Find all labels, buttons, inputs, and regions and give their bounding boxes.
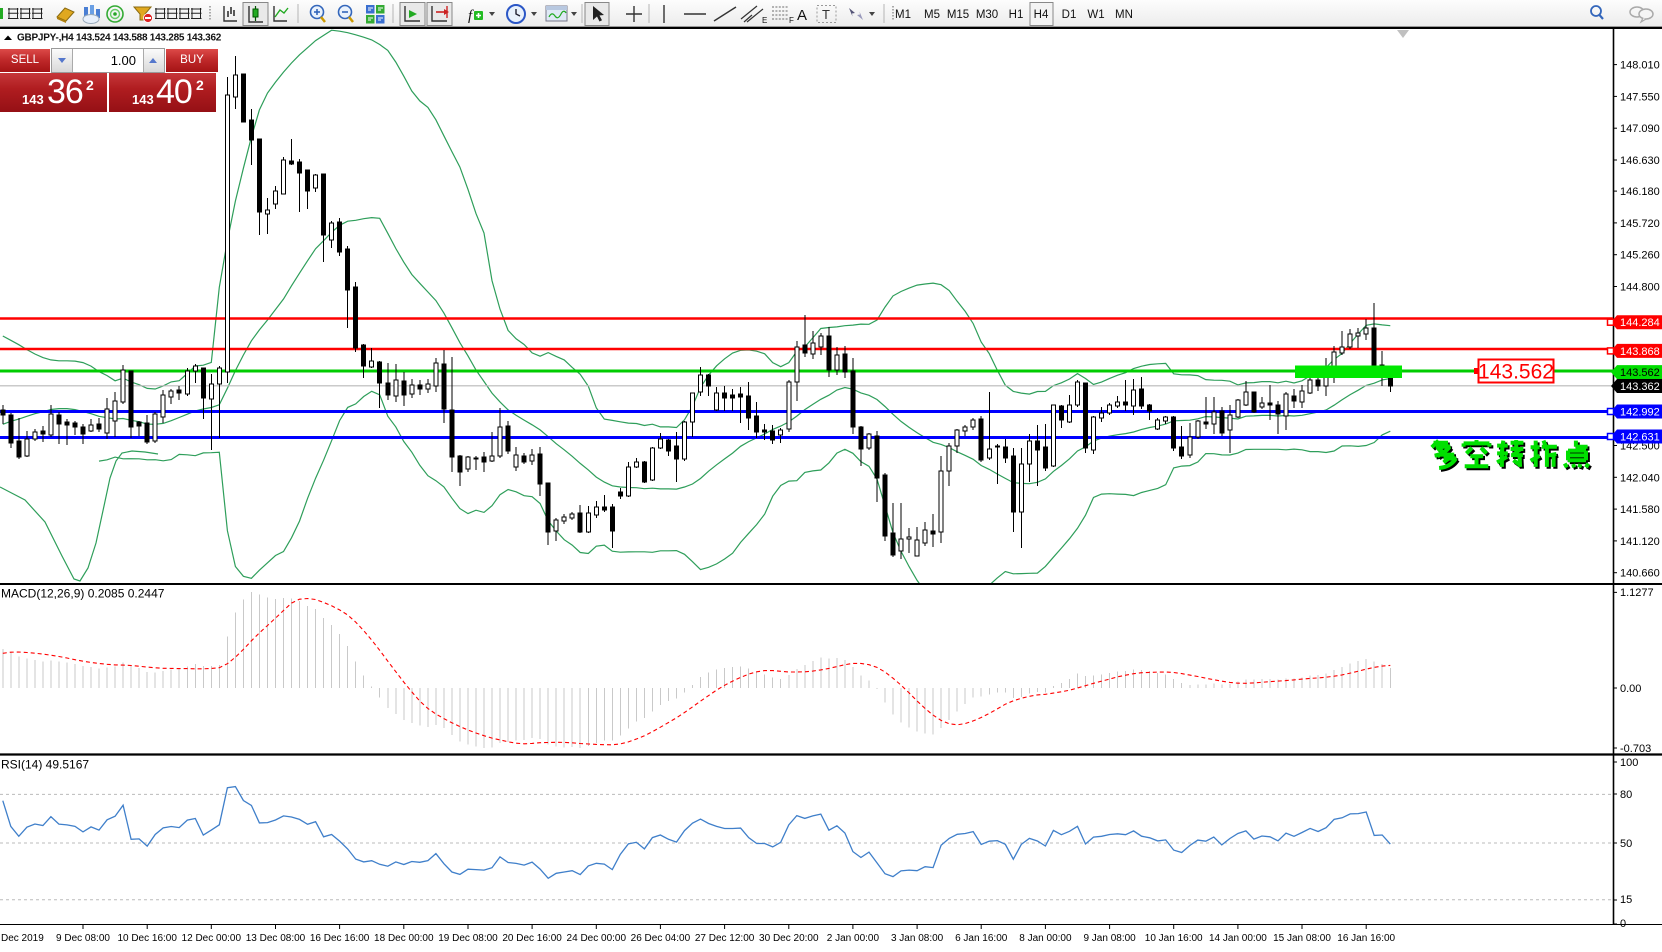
svg-text:2 Jan 00:00: 2 Jan 00:00 [827, 933, 880, 944]
svg-text:6 Jan 16:00: 6 Jan 16:00 [955, 933, 1008, 944]
svg-text:144.800: 144.800 [1620, 282, 1660, 294]
svg-text:145.720: 145.720 [1620, 218, 1660, 230]
svg-text:0.00: 0.00 [1620, 683, 1641, 695]
svg-text:15: 15 [1620, 894, 1632, 906]
svg-text:0: 0 [1620, 918, 1626, 930]
svg-text:M5: M5 [924, 9, 940, 21]
svg-text:GBPJPY-,H4 143.524 143.588 14: GBPJPY-,H4 143.524 143.588 143.285 143.3… [17, 33, 222, 44]
svg-text:147.090: 147.090 [1620, 123, 1660, 135]
svg-text:19 Dec 08:00: 19 Dec 08:00 [438, 933, 498, 944]
svg-text:142.040: 142.040 [1620, 472, 1660, 484]
svg-text:10 Dec 16:00: 10 Dec 16:00 [117, 933, 177, 944]
svg-text:MN: MN [1115, 9, 1133, 21]
svg-text:MACD(12,26,9) 0.2085 0.2447: MACD(12,26,9) 0.2085 0.2447 [1, 587, 165, 601]
svg-text:20 Dec 16:00: 20 Dec 16:00 [502, 933, 562, 944]
svg-text:143.868: 143.868 [1620, 346, 1660, 358]
svg-text:147.550: 147.550 [1620, 91, 1660, 103]
svg-text:140.660: 140.660 [1620, 568, 1660, 580]
svg-text:143.562: 143.562 [1620, 367, 1660, 379]
svg-text:14 Jan 00:00: 14 Jan 00:00 [1209, 933, 1267, 944]
svg-text:10 Jan 16:00: 10 Jan 16:00 [1145, 933, 1203, 944]
svg-text:16 Dec 16:00: 16 Dec 16:00 [310, 933, 370, 944]
svg-text:H4: H4 [1034, 9, 1049, 21]
svg-text:146.630: 146.630 [1620, 155, 1660, 167]
svg-text:-0.703: -0.703 [1620, 743, 1651, 755]
svg-text:18 Dec 00:00: 18 Dec 00:00 [374, 933, 434, 944]
svg-text:142.631: 142.631 [1620, 432, 1660, 444]
svg-text:16 Jan 16:00: 16 Jan 16:00 [1337, 933, 1395, 944]
svg-text:141.580: 141.580 [1620, 504, 1660, 516]
svg-text:M1: M1 [895, 9, 911, 21]
svg-text:M30: M30 [976, 9, 998, 21]
svg-text:9 Dec 08:00: 9 Dec 08:00 [56, 933, 110, 944]
svg-text:27 Dec 12:00: 27 Dec 12:00 [695, 933, 755, 944]
svg-text:142.992: 142.992 [1620, 407, 1660, 419]
svg-text:T: T [822, 7, 830, 22]
svg-text:1.1277: 1.1277 [1620, 587, 1654, 599]
svg-text:148.010: 148.010 [1620, 60, 1660, 72]
svg-text:13 Dec 08:00: 13 Dec 08:00 [246, 933, 306, 944]
svg-text:144.284: 144.284 [1620, 317, 1660, 329]
svg-text:9 Jan 08:00: 9 Jan 08:00 [1083, 933, 1136, 944]
svg-text:A: A [797, 7, 807, 24]
svg-text:141.120: 141.120 [1620, 536, 1660, 548]
svg-text:RSI(14) 49.5167: RSI(14) 49.5167 [1, 758, 89, 772]
svg-text:3 Jan 08:00: 3 Jan 08:00 [891, 933, 944, 944]
svg-text:Dec 2019: Dec 2019 [1, 933, 44, 944]
svg-text:E: E [762, 16, 767, 25]
svg-text:W1: W1 [1087, 9, 1104, 21]
svg-text:145.260: 145.260 [1620, 250, 1660, 262]
svg-text:12 Dec 00:00: 12 Dec 00:00 [182, 933, 242, 944]
svg-text:H1: H1 [1009, 9, 1024, 21]
svg-text:24 Dec 00:00: 24 Dec 00:00 [567, 933, 627, 944]
svg-text:F: F [789, 16, 794, 25]
svg-text:D1: D1 [1062, 9, 1077, 21]
svg-text:15 Jan 08:00: 15 Jan 08:00 [1273, 933, 1331, 944]
svg-text:100: 100 [1620, 757, 1638, 769]
svg-text:50: 50 [1620, 838, 1632, 850]
svg-text:146.180: 146.180 [1620, 186, 1660, 198]
svg-text:30 Dec 20:00: 30 Dec 20:00 [759, 933, 819, 944]
svg-text:80: 80 [1620, 789, 1632, 801]
svg-text:M15: M15 [947, 9, 969, 21]
svg-text:143.362: 143.362 [1620, 381, 1660, 393]
svg-text:f: f [468, 8, 474, 24]
svg-text:26 Dec 04:00: 26 Dec 04:00 [631, 933, 691, 944]
svg-text:8 Jan 00:00: 8 Jan 00:00 [1019, 933, 1072, 944]
svg-text:143.562: 143.562 [1478, 361, 1554, 384]
